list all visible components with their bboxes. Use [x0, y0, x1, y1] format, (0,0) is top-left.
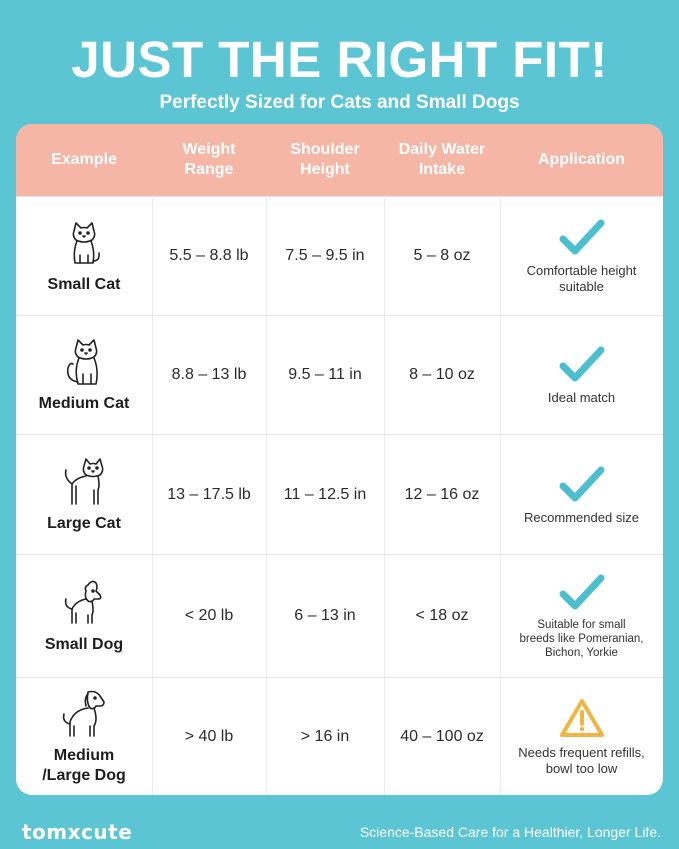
header-shoulder-line-2: Height — [300, 161, 350, 178]
pet-name: Medium Cat — [38, 395, 130, 412]
column-divider — [152, 196, 153, 795]
application-text-line: Suitable for small — [537, 619, 626, 631]
header-example: Example — [51, 151, 117, 168]
header-weight-line-1: Weight — [182, 141, 236, 158]
application-text: Needs frequent refills, bowl too low — [518, 745, 644, 777]
pet-name: Small Dog — [44, 636, 124, 653]
shoulder-cell: 6 – 13 in — [294, 607, 356, 624]
weight-cell: 8.8 – 13 lb — [171, 366, 247, 383]
application-text: Suitable for small breeds like Pomerania… — [519, 618, 643, 660]
shoulder-cell: 7.5 – 9.5 in — [285, 247, 365, 264]
large-dog-icon — [62, 690, 105, 737]
shoulder-cell: > 16 in — [300, 728, 350, 745]
checkmark-icon — [559, 466, 604, 501]
pet-name: Small Cat — [47, 276, 121, 293]
water-cell: 8 – 10 oz — [409, 366, 475, 383]
weight-cell: > 40 lb — [184, 728, 234, 745]
application-text-line: Bichon, Yorkie — [545, 647, 618, 659]
application-cell: Suitable for small breeds like Pomerania… — [500, 555, 663, 677]
column-divider — [384, 196, 385, 795]
checkmark-icon — [559, 346, 604, 382]
application-text-line: Comfortable height — [526, 263, 637, 278]
application-text: Ideal match — [548, 390, 615, 406]
size-comparison-table: Example Weight Range Shoulder Height Daily… — [16, 124, 663, 795]
header-water-line-2: Intake — [418, 161, 466, 178]
shoulder-cell: 9.5 – 11 in — [288, 366, 362, 383]
page-subtitle: Perfectly Sized for Cats and Small Dogs — [159, 92, 520, 113]
application-text: Recommended size — [524, 510, 639, 526]
application-text-line: Ideal match — [547, 390, 616, 405]
pet-name-line: Medium — [53, 747, 115, 764]
example-cell: Small Dog — [16, 555, 152, 677]
pet-name: Large Cat — [47, 514, 121, 532]
warning-icon — [559, 699, 604, 737]
pet-name-line: /Large Dog — [42, 767, 126, 784]
water-cell: 12 – 16 oz — [404, 485, 480, 503]
table-row: Medium Cat 8.8 – 13 lb 9.5 – 11 in 8 – 1… — [16, 315, 663, 434]
application-text-line: Needs frequent refills, — [518, 745, 645, 760]
header-weight-line-2: Range — [184, 161, 234, 178]
column-divider — [266, 196, 267, 795]
weight-cell: 5.5 – 8.8 lb — [169, 247, 249, 264]
table-row: Small Dog < 20 lb 6 – 13 in < 18 oz Suit… — [16, 554, 663, 677]
weight-cell: < 20 lb — [184, 607, 234, 624]
pet-name: Medium /Large Dog — [42, 746, 126, 786]
page-title: JUST THE RIGHT FIT! — [71, 31, 608, 88]
application-text-line: bowl too low — [545, 761, 618, 776]
small-cat-icon — [72, 222, 100, 264]
table-row: Large Cat 13 – 17.5 lb 11 – 12.5 in 12 –… — [16, 434, 663, 554]
column-divider — [500, 196, 501, 795]
example-cell: Medium /Large Dog — [16, 678, 152, 795]
header-weight-range: Weight Range — [152, 124, 266, 196]
footer-tagline: Science-Based Care for a Healthier, Long… — [359, 824, 661, 840]
brand-logo: tomxcute — [22, 820, 133, 844]
medium-cat-icon — [66, 339, 98, 385]
application-text: Comfortable height suitable — [527, 263, 637, 295]
application-cell: Ideal match — [500, 316, 663, 434]
header-shoulder-line-1: Shoulder — [290, 141, 360, 158]
weight-cell: 13 – 17.5 lb — [167, 485, 251, 503]
application-text-line: suitable — [559, 279, 604, 294]
example-cell: Large Cat — [16, 435, 152, 554]
example-cell: Medium Cat — [16, 316, 152, 434]
application-text-line: Recommended size — [524, 509, 639, 525]
table-header: Example Weight Range Shoulder Height Daily… — [16, 124, 663, 196]
header-daily-water-intake: Daily Water Intake — [384, 124, 500, 196]
footer: tomxcute Science-Based Care for a Health… — [0, 812, 679, 849]
water-cell: < 18 oz — [415, 607, 469, 624]
large-cat-icon — [64, 457, 104, 505]
header-application: Application — [537, 151, 626, 168]
table-row: Medium /Large Dog > 40 lb > 16 in 40 – 1… — [16, 677, 663, 795]
water-cell: 5 – 8 oz — [413, 247, 471, 264]
example-cell: Small Cat — [16, 197, 152, 315]
checkmark-icon — [559, 219, 604, 255]
header-shoulder-height: Shoulder Height — [266, 124, 384, 196]
water-cell: 40 – 100 oz — [400, 728, 484, 745]
small-dog-icon — [64, 580, 102, 624]
header-water-line-1: Daily Water — [398, 141, 486, 158]
table-row: Small Cat 5.5 – 8.8 lb 7.5 – 9.5 in 5 – … — [16, 196, 663, 315]
checkmark-icon — [559, 574, 604, 610]
application-text-line: breeds like Pomeranian, — [519, 633, 644, 645]
application-cell: Recommended size — [500, 435, 663, 554]
application-cell: Comfortable height suitable — [500, 197, 663, 315]
shoulder-cell: 11 – 12.5 in — [283, 485, 367, 503]
application-cell: Needs frequent refills, bowl too low — [500, 678, 663, 795]
